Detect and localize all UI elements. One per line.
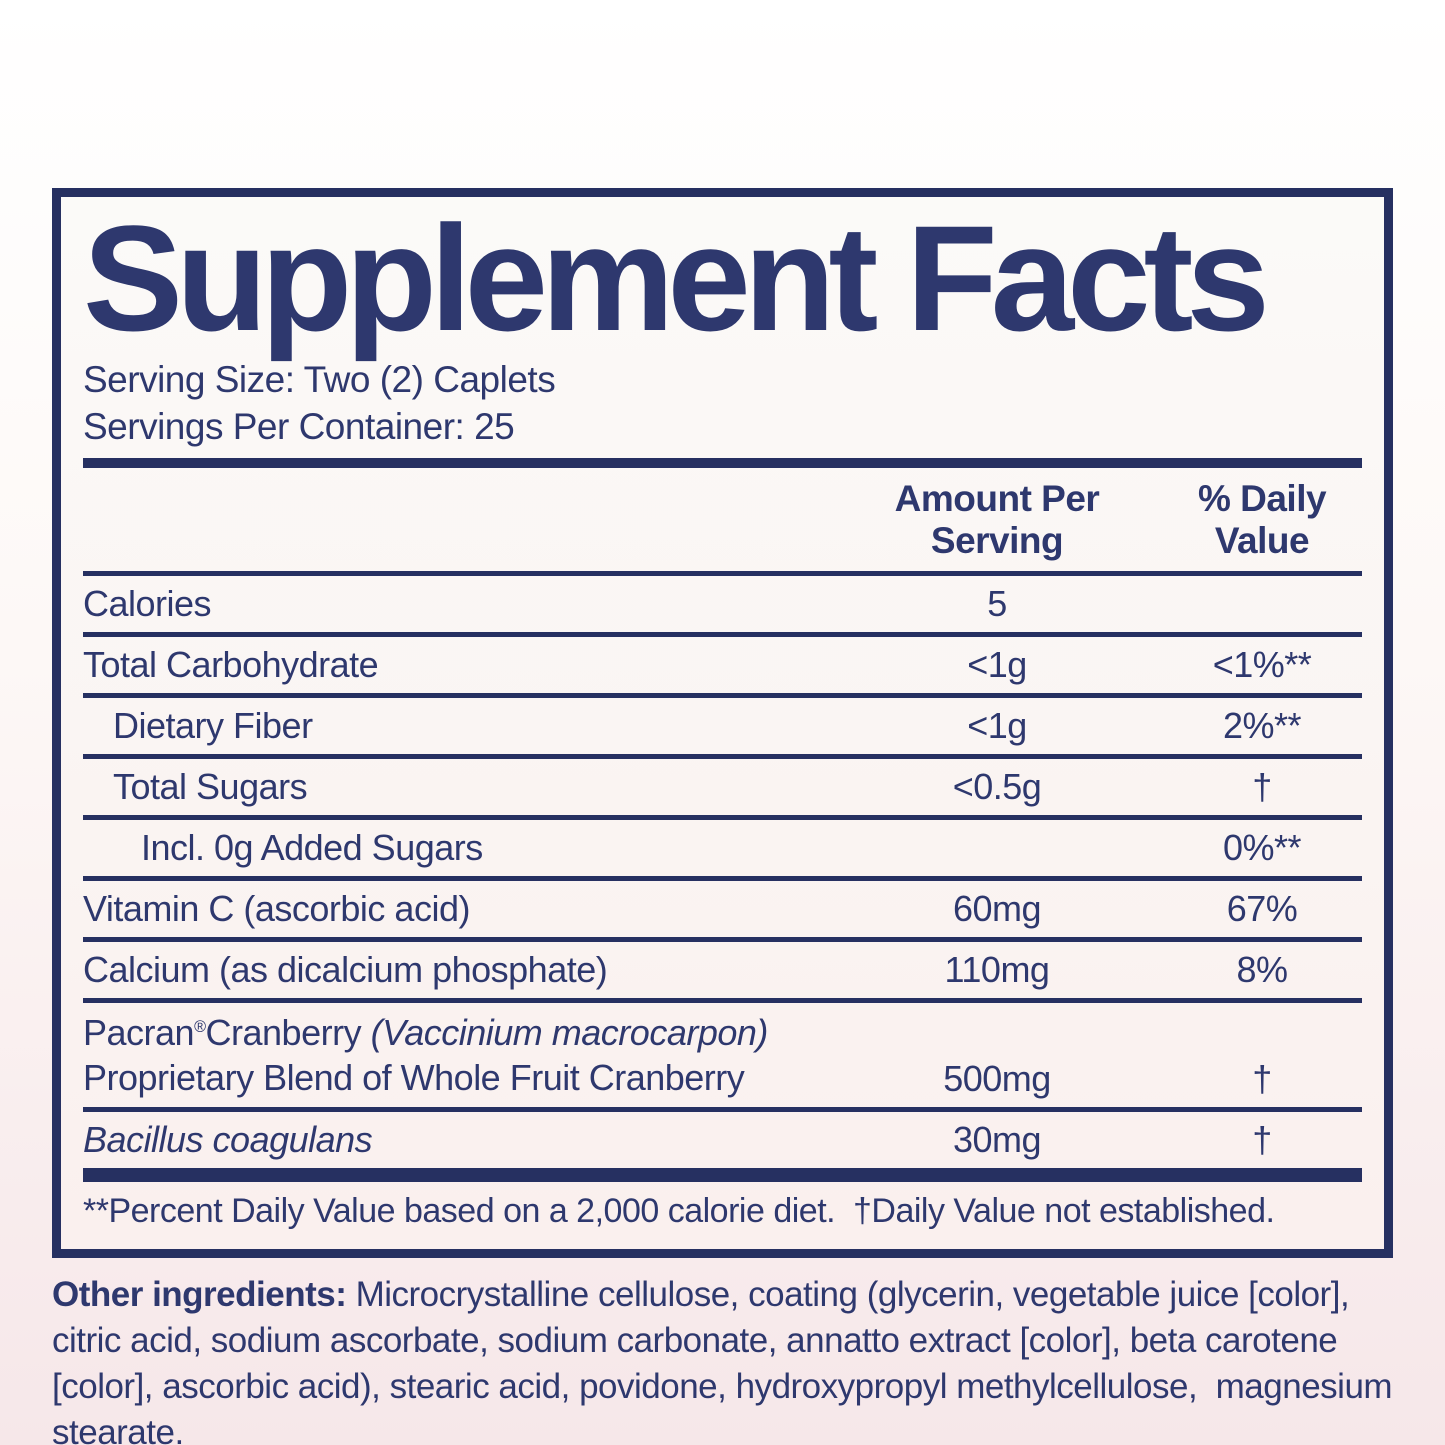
daily-value-footnote: **Percent Daily Value based on a 2,000 c… (83, 1191, 1275, 1230)
amount-value: 500mg (943, 1057, 1051, 1099)
nutrient-name: Calories (83, 582, 212, 624)
supplement-facts-panel: Supplement Facts Serving Size: Two (2) C… (52, 188, 1393, 1258)
nutrient-name-line1: Pacran®Cranberry (Vaccinium macrocarpon) (83, 1010, 832, 1055)
daily-value: 8% (1236, 948, 1288, 990)
amount-value: 60mg (952, 887, 1042, 929)
nutrient-row: Pacran®Cranberry (Vaccinium macrocarpon)… (83, 997, 1362, 1107)
divider-thick-bottom (83, 1167, 1362, 1182)
registered-trademark-symbol: ® (194, 1017, 206, 1036)
nutrient-row: Calcium (as dicalcium phosphate) 110mg 8% (83, 936, 1362, 998)
nutrient-name-line2: Proprietary Blend of Whole Fruit Cranber… (83, 1056, 745, 1098)
other-ingredients-paragraph: Other ingredients: Microcrystalline cell… (52, 1272, 1393, 1445)
daily-value: † (1252, 765, 1272, 807)
brand-name: Pacran (83, 1011, 195, 1053)
nutrient-name: Pacran®Cranberry (Vaccinium macrocarpon)… (83, 1010, 832, 1100)
nutrient-row: Calories 5 (83, 576, 1362, 632)
nutrient-row: Bacillus coagulans 30mg † (83, 1106, 1362, 1168)
nutrient-name-text: Cranberry (205, 1011, 371, 1053)
nutrient-name: Total Carbohydrate (83, 643, 379, 685)
nutrient-name: Calcium (as dicalcium phosphate) (83, 948, 608, 990)
nutrient-name: Dietary Fiber (113, 704, 313, 746)
percent-daily-value-header: % Daily Value (1197, 477, 1327, 561)
servings-per-container-line: Servings Per Container: 25 (83, 406, 515, 448)
serving-size-line: Serving Size: Two (2) Caplets (83, 359, 556, 400)
amount-value: <1g (967, 704, 1027, 746)
nutrient-name: Total Sugars (113, 765, 308, 807)
nutrient-name: Incl. 0g Added Sugars (141, 826, 483, 868)
latin-name: (Vaccinium macrocarpon) (370, 1011, 769, 1053)
daily-value: 2%** (1222, 704, 1302, 746)
other-ingredients-text: Microcrystalline cellulose, coating (gly… (52, 1274, 1393, 1445)
nutrient-row: Dietary Fiber <1g 2%** (83, 692, 1362, 754)
amount-value: 5 (987, 582, 1007, 624)
daily-value: 67% (1226, 887, 1298, 929)
amount-value: 110mg (944, 948, 1050, 990)
divider-thick-top (83, 457, 1362, 468)
other-ingredients-label: Other ingredients: (52, 1274, 347, 1314)
nutrient-name: Bacillus coagulans (83, 1118, 373, 1160)
amount-value: 30mg (952, 1118, 1042, 1160)
nutrient-row: Vitamin C (ascorbic acid) 60mg 67% (83, 875, 1362, 937)
column-header-row: Amount Per Serving % Daily Value (83, 468, 1362, 571)
nutrient-row: Incl. 0g Added Sugars 0%** (83, 814, 1362, 876)
nutrient-name: Vitamin C (ascorbic acid) (83, 887, 470, 929)
daily-value: † (1252, 1057, 1272, 1099)
nutrient-row: Total Carbohydrate <1g <1%** (83, 631, 1362, 693)
nutrient-rows: Calories 5 Total Carbohydrate <1g <1%** Dieta… (83, 570, 1362, 1168)
page-title: Supplement Facts (83, 194, 1270, 362)
nutrient-row: Total Sugars <0.5g † (83, 753, 1362, 815)
amount-value: <0.5g (952, 765, 1042, 807)
amount-per-serving-header: Amount Per Serving (894, 477, 1100, 561)
daily-value: <1%** (1212, 643, 1312, 685)
daily-value: 0%** (1222, 826, 1302, 868)
daily-value: † (1252, 1118, 1272, 1160)
amount-value: <1g (967, 643, 1027, 685)
